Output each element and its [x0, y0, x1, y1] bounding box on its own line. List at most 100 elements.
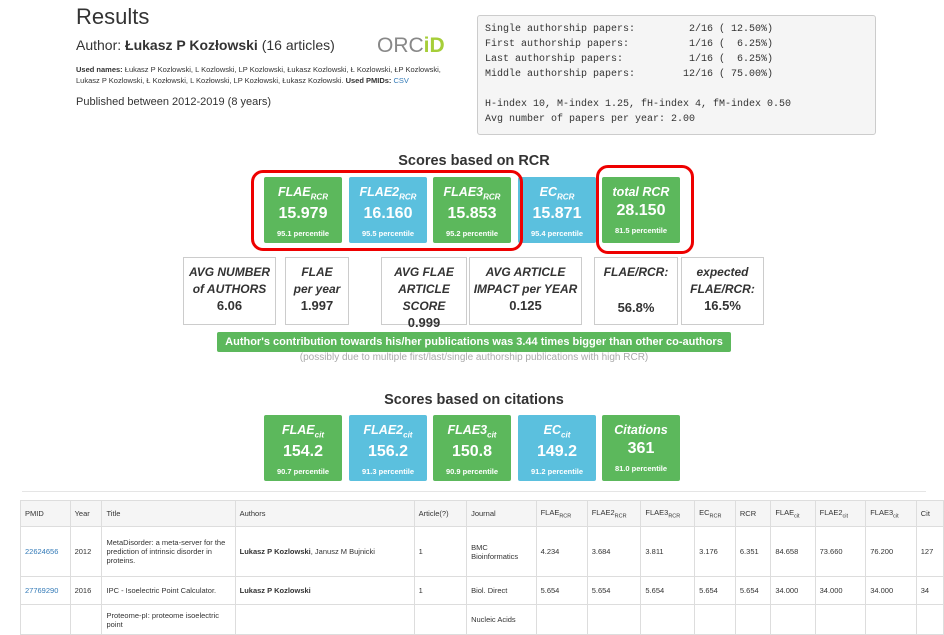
cit-tile: Citations 361 81.0 percentile — [602, 415, 680, 481]
tile-name-text: FLAE3 — [447, 423, 488, 437]
year-cell — [69, 604, 103, 635]
column-header[interactable]: FLAE2RCR — [586, 500, 642, 527]
stat-box-value: 0.125 — [509, 298, 542, 313]
column-header[interactable]: Cit — [915, 500, 944, 527]
author-count: (16 articles) — [261, 37, 335, 53]
tile-name-sub: RCR — [310, 192, 328, 202]
value-cell: 5.654 — [535, 576, 588, 605]
rcr-tile-percentile: 81.5 percentile — [614, 226, 668, 235]
value-cell — [770, 604, 816, 635]
orcid-logo[interactable]: ORCiD — [377, 34, 445, 58]
column-header[interactable]: Title — [101, 500, 236, 527]
rcr-tile: FLAERCR 15.979 95.1 percentile — [264, 177, 342, 243]
value-cell — [535, 604, 588, 635]
column-header[interactable]: ECRCR — [694, 500, 736, 527]
value-cell: 5.654 — [586, 576, 642, 605]
pmid-cell — [20, 604, 71, 635]
used-pmids-label: Used PMIDs: — [345, 76, 392, 85]
journal-cell: BMC Bioinformatics — [466, 526, 537, 577]
tile-name-sub: RCR — [483, 192, 501, 202]
stat-box-label-line: per year — [293, 282, 341, 296]
cit-tile-name: ECcit — [518, 423, 596, 440]
cit-tile-value: 149.2 — [536, 442, 578, 460]
tile-name-sub: cit — [561, 430, 571, 440]
tile-name-text: EC — [539, 185, 558, 199]
stat-box-value: 6.06 — [216, 298, 243, 313]
value-cell: 84.658 — [770, 526, 816, 577]
year-cell: 2012 — [69, 526, 103, 577]
stat-box: AVG ARTICLE IMPACT per YEAR 0.125 — [469, 257, 582, 325]
tile-name-sub: cit — [487, 430, 497, 440]
tile-name-sub: cit — [403, 430, 413, 440]
column-header-text: Authors — [239, 509, 266, 518]
column-header-text: FLAE3 — [645, 507, 669, 517]
author-line: Author: Łukasz P Kozłowski (16 articles) — [76, 37, 335, 53]
column-header[interactable]: RCR — [734, 500, 772, 527]
rcr-tile: FLAE3RCR 15.853 95.2 percentile — [433, 177, 511, 243]
stat-box-label-line: AVG FLAE — [394, 265, 454, 279]
pmid-cell: 22624656 — [20, 526, 71, 577]
column-header[interactable]: Article(?) — [413, 500, 468, 527]
value-cell: 76.200 — [865, 526, 917, 577]
author-name: Łukasz P Kozłowski — [125, 37, 258, 53]
author-rest: , Janusz M Bujnicki — [310, 547, 375, 556]
results-table: PMID Year Title Authors Article(?) Journal FLA… — [20, 500, 944, 635]
column-header[interactable]: FLAERCR — [535, 500, 588, 527]
tile-name-text: EC — [543, 423, 562, 437]
column-header-text: Cit — [920, 509, 930, 518]
stat-box-label: AVG NUMBER of AUTHORS — [184, 264, 275, 298]
value-cell: 3.684 — [586, 526, 642, 577]
stat-box-label-line: FLAE — [301, 265, 333, 279]
stat-box-label-line: AVG ARTICLE — [485, 265, 566, 279]
pmid-link[interactable]: 27769290 — [25, 586, 59, 595]
rcr-tile-value: 16.160 — [363, 204, 413, 222]
value-cell: 34.000 — [865, 576, 917, 605]
column-header-sub: RCR — [559, 513, 572, 520]
column-header[interactable]: FLAE3cit — [865, 500, 917, 527]
used-names: Used names: Łukasz P Kozlowski, L Kozlow… — [76, 64, 461, 86]
column-header[interactable]: Authors — [234, 500, 415, 527]
value-cell — [915, 604, 944, 635]
rcr-tile: ECRCR 15.871 95.4 percentile — [518, 177, 596, 243]
rcr-tile-name: FLAERCR — [264, 185, 342, 202]
column-header[interactable]: FLAE3RCR — [640, 500, 696, 527]
title-cell: IPC - Isoelectric Point Calculator. — [101, 576, 236, 605]
table-row: Proteome-pI: proteome isoelectric point N… — [20, 604, 944, 635]
stat-box: AVG FLAE ARTICLE SCORE 0.999 — [381, 257, 467, 330]
column-header-text: FLAE2 — [819, 507, 843, 517]
value-cell: 73.660 — [814, 526, 867, 577]
authors-cell — [234, 604, 415, 635]
title-cell: Proteome-pI: proteome isoelectric point — [101, 604, 236, 635]
cit-tile: ECcit 149.2 91.2 percentile — [518, 415, 596, 481]
rcr-tile-percentile: 95.2 percentile — [445, 228, 499, 238]
column-header[interactable]: Year — [69, 500, 103, 527]
column-header-text: Journal — [471, 509, 496, 518]
rcr-heading: Scores based on RCR — [398, 153, 550, 169]
column-header-text: Article(?) — [418, 509, 449, 518]
column-header[interactable]: Journal — [466, 500, 537, 527]
article-cell: 1 — [413, 526, 468, 577]
pmid-link[interactable]: 22624656 — [25, 547, 59, 556]
column-header-text: PMID — [25, 509, 44, 518]
column-header-sub: RCR — [614, 513, 627, 520]
author-bold: Lukasz P Kozlowski — [239, 586, 311, 595]
column-header[interactable]: PMID — [20, 500, 71, 527]
cit-tile: FLAEcit 154.2 90.7 percentile — [264, 415, 342, 481]
cit-tile-percentile: 90.9 percentile — [445, 466, 499, 476]
column-header[interactable]: FLAEcit — [770, 500, 816, 527]
stats-line: Last authorship papers: 1/16 ( 6.25%) — [485, 54, 774, 65]
cit-tile: FLAE2cit 156.2 91.3 percentile — [349, 415, 427, 481]
cit-tile-percentile: 91.2 percentile — [530, 466, 584, 476]
csv-link[interactable]: CSV — [393, 76, 409, 85]
stat-box-value: 1.997 — [300, 298, 334, 313]
author-prefix: Author: — [76, 37, 122, 53]
value-cell: 127 — [915, 526, 944, 577]
column-header-sub: RCR — [668, 513, 681, 520]
stat-box: AVG NUMBER of AUTHORS 6.06 — [183, 257, 276, 325]
rcr-tile-value: 15.853 — [447, 204, 497, 222]
tile-name-sub: RCR — [557, 192, 575, 202]
stats-line — [485, 82, 869, 97]
rcr-tile-name: FLAE2RCR — [349, 185, 427, 202]
used-names-list: Łukasz P Kozlowski, L Kozlowski, LP Kozl… — [76, 65, 441, 85]
column-header[interactable]: FLAE2cit — [814, 500, 867, 527]
